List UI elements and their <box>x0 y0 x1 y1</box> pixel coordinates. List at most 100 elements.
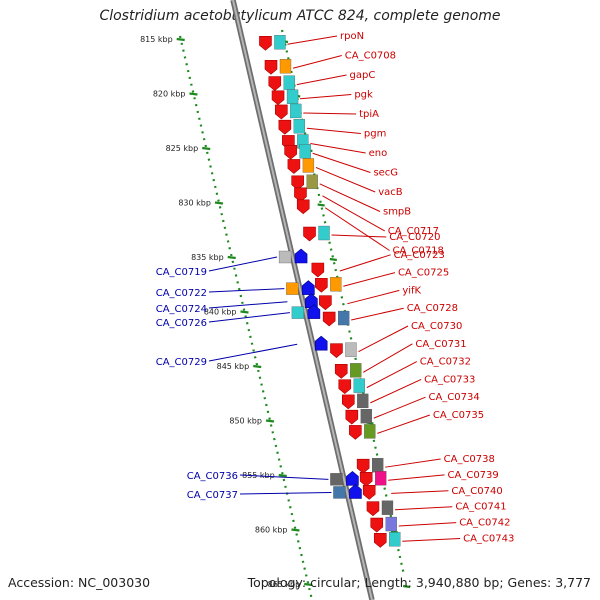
forward-gene-leader <box>398 522 457 527</box>
forward-gene-arrow <box>259 35 272 51</box>
forward-gene-category-box <box>389 532 401 547</box>
forward-gene-arrow <box>264 59 278 75</box>
ruler-label: 865 kbp <box>268 580 301 589</box>
forward-gene-label: CA_C0723 <box>394 250 445 261</box>
forward-gene-leader <box>388 474 445 481</box>
forward-gene-arrow <box>362 485 376 500</box>
forward-gene-label: CA_C0717 <box>388 226 439 237</box>
forward-gene-leader <box>358 325 409 353</box>
forward-gene-leader <box>366 361 418 389</box>
ruler-tick <box>304 582 313 587</box>
forward-gene-label: CA_C0735 <box>433 410 484 421</box>
forward-gene-leader <box>322 195 386 232</box>
map-title: Clostridium acetobutylicum ATCC 824, com… <box>99 8 501 24</box>
forward-gene-label: CA_C0732 <box>420 357 471 368</box>
reverse-gene-label: CA_C0722 <box>156 288 207 299</box>
forward-gene-label: vacB <box>378 187 403 198</box>
forward-gene-category-box <box>350 363 362 378</box>
forward-gene-arrow <box>275 104 288 120</box>
forward-gene-label: pgk <box>354 90 373 101</box>
ruler-tick <box>240 310 249 314</box>
reverse-gene-category-box <box>286 282 299 295</box>
reverse-gene-category-box <box>291 306 305 319</box>
ruler-label: 825 kbp <box>166 144 199 153</box>
forward-gene-category-box <box>306 174 318 189</box>
forward-gene-leader <box>303 112 357 115</box>
outer-ruler-tick <box>402 584 411 589</box>
forward-gene-category-box <box>360 408 372 424</box>
reverse-gene-label: CA_C0724 <box>156 304 207 315</box>
reverse-gene-arrow <box>307 304 321 319</box>
forward-gene-label: smpB <box>383 207 411 218</box>
forward-gene-arrow <box>356 458 370 474</box>
reverse-gene-label: CA_C0719 <box>156 267 207 278</box>
forward-gene-category-box <box>385 516 397 532</box>
reverse-gene-leader <box>208 256 278 272</box>
forward-gene-category-box <box>364 424 376 439</box>
ruler-label: 815 kbp <box>140 35 173 44</box>
forward-gene-category-box <box>302 158 315 173</box>
forward-gene-label: pgm <box>364 129 386 140</box>
forward-gene-arrow <box>330 343 343 359</box>
reverse-gene-arrow <box>294 248 308 264</box>
forward-gene-arrow <box>370 517 384 533</box>
ruler-tick <box>202 146 211 151</box>
forward-gene-category-box <box>283 75 295 90</box>
forward-gene-arrow <box>284 144 297 160</box>
forward-gene-category-box <box>299 144 311 159</box>
reverse-gene-arrow <box>346 470 359 486</box>
forward-gene-label: CA_C0725 <box>398 268 449 279</box>
ruler-label: 835 kbp <box>191 253 224 262</box>
forward-gene-leader <box>312 152 371 173</box>
forward-gene-label: CA_C0739 <box>448 470 499 481</box>
forward-gene-label: eno <box>369 148 388 159</box>
forward-gene-category-box <box>381 500 394 515</box>
reverse-gene-arrow <box>302 280 315 295</box>
forward-gene-category-box <box>345 342 357 357</box>
ruler-label: 850 kbp <box>229 417 262 426</box>
reverse-gene-leader <box>208 288 285 293</box>
forward-gene-leader <box>315 166 376 193</box>
forward-gene-arrow <box>271 90 285 106</box>
forward-gene-category-box <box>353 378 365 393</box>
forward-gene-arrow <box>287 159 301 174</box>
forward-gene-leader <box>296 74 347 86</box>
forward-gene-label: rpoN <box>340 31 364 42</box>
forward-gene-leader <box>373 396 426 419</box>
forward-gene-arrow <box>296 199 310 215</box>
ruler-tick <box>214 201 224 205</box>
forward-gene-leader <box>287 35 338 45</box>
forward-gene-label: CA_C0742 <box>459 518 510 529</box>
ruler-tick <box>253 364 262 369</box>
forward-gene-leader <box>351 307 404 321</box>
forward-gene-label: secG <box>373 168 398 179</box>
forward-gene-arrow <box>359 471 373 487</box>
ruler-label: 840 kbp <box>204 308 237 317</box>
forward-gene-arrow <box>373 533 387 548</box>
forward-gene-category-box <box>286 89 299 104</box>
feature-layer <box>259 35 401 548</box>
forward-gene-leader <box>324 207 390 251</box>
forward-gene-arrow <box>311 262 325 278</box>
forward-gene-leader <box>370 378 422 404</box>
ruler-tick <box>278 473 287 478</box>
forward-gene-leader <box>347 289 400 305</box>
forward-gene-leader <box>306 127 361 134</box>
reverse-gene-arrow <box>349 484 362 499</box>
forward-gene-label: tpiA <box>359 109 379 120</box>
forward-gene-leader <box>339 254 391 272</box>
forward-gene-leader <box>377 414 431 434</box>
forward-gene-leader <box>402 538 461 542</box>
label-layer: rpoN CA_C0708 gapC pgk tpiA pgm eno secG vacB smp… <box>156 31 515 545</box>
forward-gene-arrow <box>366 501 380 517</box>
reverse-gene-category-box <box>333 486 346 499</box>
ruler-label: 845 kbp <box>217 362 250 371</box>
ruler-tick <box>291 528 300 532</box>
reverse-gene-leader <box>239 474 329 480</box>
forward-gene-label: CA_C0720 <box>389 232 440 243</box>
forward-gene-category-box <box>293 119 305 134</box>
ruler-tick <box>176 37 185 42</box>
forward-gene-label: yifK <box>402 285 421 296</box>
